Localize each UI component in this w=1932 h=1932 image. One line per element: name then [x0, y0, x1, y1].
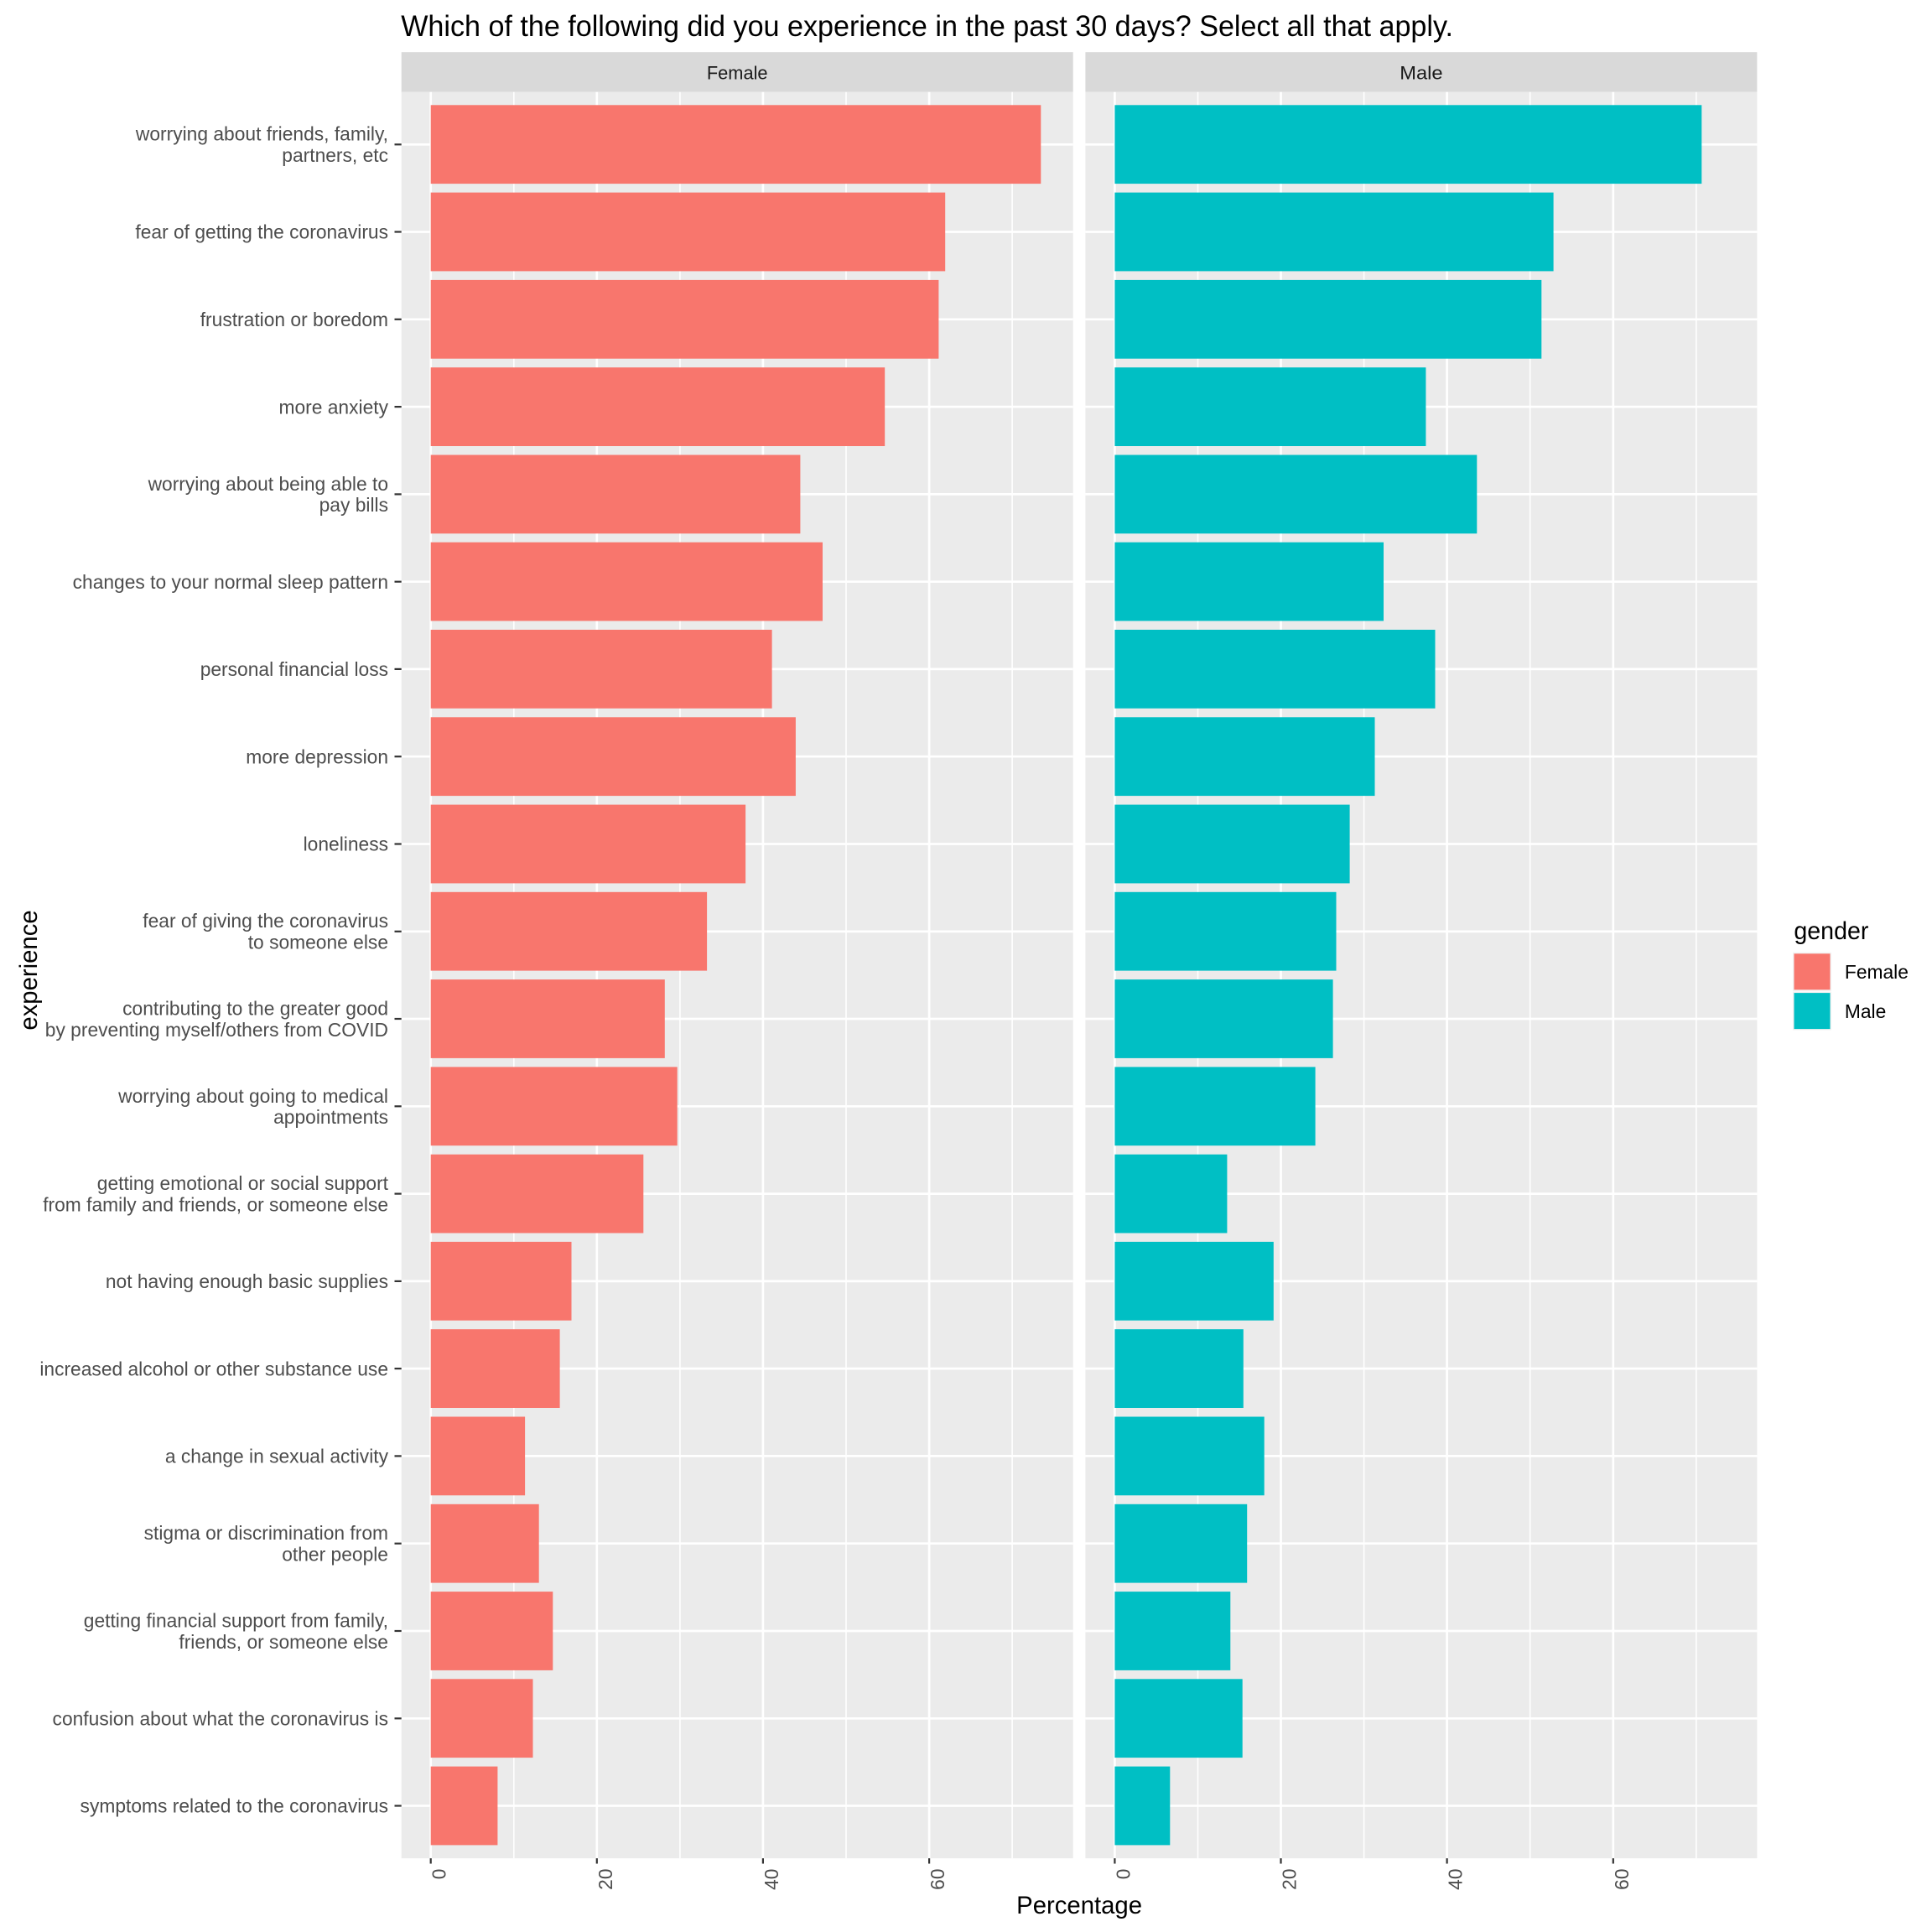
svg-text:Female: Female	[707, 62, 768, 83]
svg-text:Female: Female	[1845, 961, 1909, 983]
svg-text:fear of giving the coronavirus: fear of giving the coronavirus to someone…	[143, 910, 388, 953]
svg-text:more anxiety: more anxiety	[278, 396, 388, 418]
svg-text:20: 20	[1279, 1869, 1301, 1890]
svg-text:0: 0	[428, 1869, 450, 1880]
svg-text:60: 60	[1611, 1869, 1633, 1890]
svg-text:confusion about what the coron: confusion about what the coronavirus is	[53, 1707, 388, 1729]
svg-text:40: 40	[761, 1869, 782, 1890]
svg-text:changes to your normal sleep p: changes to your normal sleep pattern	[73, 571, 388, 593]
svg-text:Male: Male	[1400, 62, 1442, 83]
svg-text:symptoms related to the corona: symptoms related to the coronavirus	[80, 1795, 388, 1817]
svg-text:experience: experience	[15, 910, 43, 1030]
svg-text:20: 20	[595, 1869, 616, 1890]
svg-text:not having enough basic suppli: not having enough basic supplies	[106, 1270, 388, 1292]
svg-text:60: 60	[927, 1869, 948, 1890]
svg-text:loneliness: loneliness	[304, 834, 388, 855]
svg-text:more depression: more depression	[246, 745, 388, 767]
svg-text:Male: Male	[1845, 1000, 1886, 1022]
svg-text:Which of the following did you: Which of the following did you experienc…	[401, 10, 1453, 43]
svg-text:0: 0	[1112, 1869, 1134, 1880]
svg-text:frustration or boredom: frustration or boredom	[200, 309, 388, 330]
svg-text:increased alcohol or other sub: increased alcohol or other substance use	[39, 1358, 388, 1379]
svg-text:personal financial loss: personal financial loss	[200, 658, 388, 680]
svg-text:getting emotional or social su: getting emotional or social support from …	[43, 1172, 388, 1215]
svg-text:fear of getting the coronaviru: fear of getting the coronavirus	[135, 221, 388, 243]
svg-text:40: 40	[1445, 1869, 1467, 1890]
svg-text:a change in sexual activity: a change in sexual activity	[165, 1446, 389, 1467]
svg-text:gender: gender	[1794, 917, 1868, 945]
svg-text:Percentage: Percentage	[1016, 1892, 1142, 1919]
